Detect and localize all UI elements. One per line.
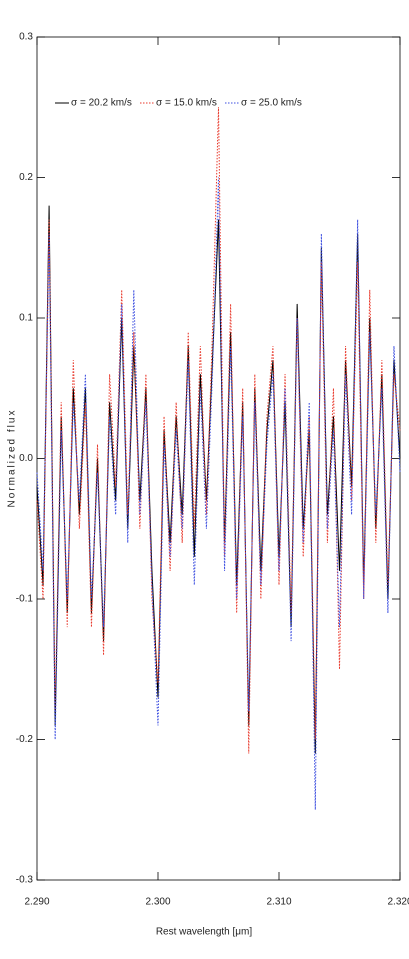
y-axis-label: Normalized flux xyxy=(7,409,18,508)
legend-label: σ = 20.2 km/s xyxy=(71,98,132,109)
legend-label: σ = 25.0 km/s xyxy=(241,98,302,109)
y-tick-label: -0.2 xyxy=(16,734,34,745)
y-tick-label: 0.1 xyxy=(19,313,33,324)
data-line xyxy=(36,107,401,754)
data-line xyxy=(36,177,401,810)
y-tick-label: -0.3 xyxy=(16,875,34,886)
y-tick-label: -0.1 xyxy=(16,594,34,605)
x-tick-label: 2.300 xyxy=(145,897,170,908)
y-tick-label: 0.0 xyxy=(19,453,33,464)
x-tick-label: 2.310 xyxy=(266,897,291,908)
x-tick-label: 2.290 xyxy=(24,897,49,908)
x-tick-label: 2.320 xyxy=(387,897,409,908)
x-axis-label: Rest wavelength [μm] xyxy=(156,927,253,938)
legend-label: σ = 15.0 km/s xyxy=(156,98,217,109)
plot-frame xyxy=(36,36,401,881)
y-tick-label: 0.2 xyxy=(19,172,33,183)
data-line xyxy=(36,205,401,754)
y-tick-label: 0.3 xyxy=(19,32,33,43)
